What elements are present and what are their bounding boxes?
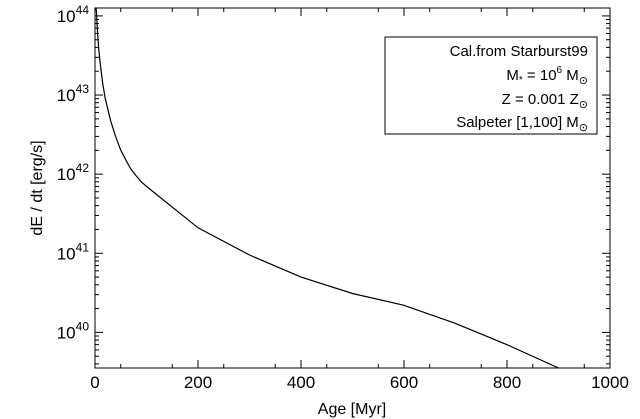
x-tick-label: 800 bbox=[493, 373, 521, 392]
annotation-imf: Salpeter [1,100] M bbox=[456, 114, 579, 131]
annotation-mass-unit: M bbox=[562, 67, 579, 84]
annotation-mass-symbol: M bbox=[506, 67, 519, 84]
annotation-frame bbox=[384, 36, 598, 135]
annotation-box: Cal.from Starburst99 M* = 106 M⊙ Z = 0.0… bbox=[384, 36, 598, 135]
y-tick-label: 1044 bbox=[57, 3, 90, 26]
x-tick-label: 0 bbox=[90, 373, 99, 392]
annotation-line-3: Z = 0.001 Z⊙ bbox=[502, 91, 588, 111]
annotation-star-subscript: * bbox=[519, 75, 523, 86]
plot-frame bbox=[94, 7, 611, 369]
y-tick-label: 1041 bbox=[57, 240, 90, 263]
annotation-line-4: Salpeter [1,100] M⊙ bbox=[456, 114, 588, 134]
y-axis-title: dE / dt [erg/s] bbox=[29, 140, 46, 235]
annotation-sun-symbol-imf: ⊙ bbox=[579, 122, 588, 134]
x-axis-title: Age [Myr] bbox=[318, 401, 386, 418]
y-tick-label: 1043 bbox=[57, 82, 90, 105]
y-tick-label: 1042 bbox=[57, 161, 90, 184]
annotation-equals-ten: = 10 bbox=[523, 67, 557, 84]
annotation-sun-symbol: ⊙ bbox=[579, 75, 588, 87]
x-tick-label: 200 bbox=[184, 373, 212, 392]
x-tick-label: 400 bbox=[287, 373, 315, 392]
annotation-mass-exponent: 6 bbox=[557, 65, 563, 76]
y-axis: 1040 1041 1042 1043 1044 bbox=[57, 3, 610, 365]
x-tick-label: 1000 bbox=[591, 373, 629, 392]
annotation-metallicity: Z = 0.001 Z bbox=[502, 91, 579, 108]
y-tick-label: 1040 bbox=[57, 319, 90, 342]
x-tick-label: 600 bbox=[390, 373, 418, 392]
data-series-line bbox=[95, 7, 559, 369]
annotation-line-1: Cal.from Starburst99 bbox=[450, 43, 588, 60]
annotation-sun-symbol-z: ⊙ bbox=[579, 99, 588, 111]
annotation-line-2: M* = 106 M⊙ bbox=[506, 65, 588, 87]
